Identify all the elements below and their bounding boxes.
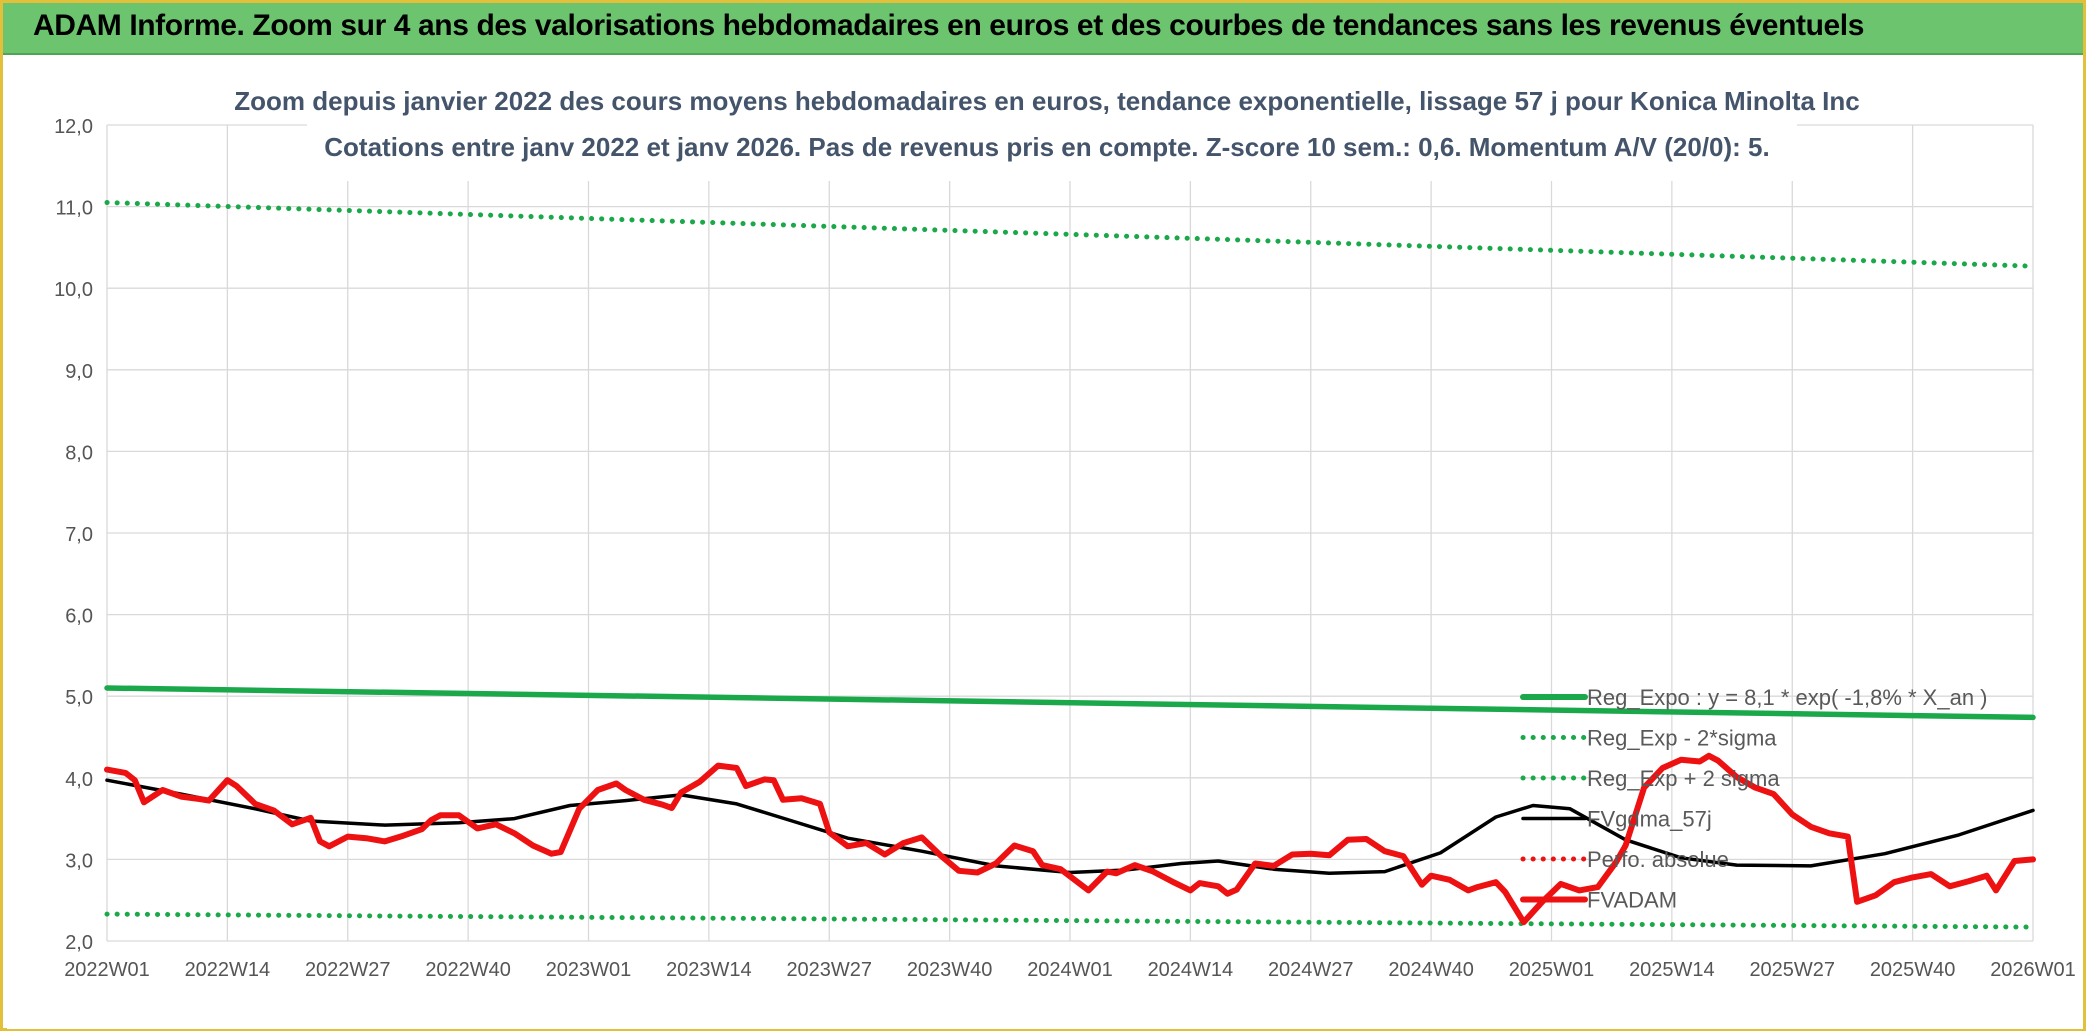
y-tick-label: 10,0 bbox=[54, 279, 93, 301]
series-line bbox=[104, 752, 2036, 926]
y-tick-label: 9,0 bbox=[65, 361, 93, 383]
x-axis-tick-labels: 2022W01 2022W14 2022W27 2022W40 2023W01 2023W… bbox=[64, 959, 2076, 981]
x-tick-label: 2022W14 bbox=[185, 959, 271, 981]
chart-series bbox=[104, 200, 2036, 930]
x-tick-label: 2023W27 bbox=[786, 959, 872, 981]
series-line bbox=[104, 200, 2036, 269]
x-tick-label: 2022W27 bbox=[305, 959, 391, 981]
x-tick-label: 2026W01 bbox=[1990, 959, 2076, 981]
series-line bbox=[104, 685, 2036, 721]
legend-label: Reg_Exp + 2 sigma bbox=[1587, 766, 1780, 791]
x-tick-label: 2025W40 bbox=[1870, 959, 1956, 981]
price-trend-chart: 2,0 3,0 4,0 5,0 6,0 7,0 8,0 9,0 10,0 11,0 12,0 202… bbox=[7, 59, 2083, 1029]
chart-title-line2: Cotations entre janv 2022 et janv 2026. … bbox=[324, 132, 1769, 162]
series-line bbox=[104, 911, 2036, 930]
y-tick-label: 2,0 bbox=[65, 932, 93, 954]
report-title: ADAM Informe. Zoom sur 4 ans des valoris… bbox=[33, 9, 1865, 42]
chart-legend: Reg_Expo : y = 8,1 * exp( -1,8% * X_an )… bbox=[1520, 685, 1988, 913]
x-tick-label: 2024W40 bbox=[1388, 959, 1474, 981]
legend-label: Reg_Expo : y = 8,1 * exp( -1,8% * X_an ) bbox=[1587, 685, 1988, 710]
title-background bbox=[307, 77, 1797, 181]
y-tick-label: 3,0 bbox=[65, 850, 93, 872]
x-tick-label: 2024W27 bbox=[1268, 959, 1354, 981]
x-tick-label: 2025W14 bbox=[1629, 959, 1715, 981]
x-tick-label: 2022W01 bbox=[64, 959, 150, 981]
plot-background bbox=[7, 59, 2083, 1029]
y-tick-label: 8,0 bbox=[65, 442, 93, 464]
x-tick-label: 2025W01 bbox=[1509, 959, 1595, 981]
x-tick-label: 2025W27 bbox=[1749, 959, 1835, 981]
chart-title-line1: Zoom depuis janvier 2022 des cours moyen… bbox=[234, 86, 1859, 116]
y-tick-label: 4,0 bbox=[65, 769, 93, 791]
legend-label: FVADAM bbox=[1587, 888, 1677, 913]
y-tick-label: 7,0 bbox=[65, 524, 93, 546]
y-axis-tick-labels: 2,0 3,0 4,0 5,0 6,0 7,0 8,0 9,0 10,0 11,0 12,0 bbox=[54, 116, 93, 954]
x-tick-label: 2023W01 bbox=[546, 959, 632, 981]
y-tick-label: 11,0 bbox=[56, 198, 93, 220]
x-tick-label: 2024W14 bbox=[1148, 959, 1234, 981]
x-tick-label: 2022W40 bbox=[425, 959, 511, 981]
chart-area: 2,0 3,0 4,0 5,0 6,0 7,0 8,0 9,0 10,0 11,0 12,0 202… bbox=[7, 59, 2083, 1029]
x-tick-label: 2024W01 bbox=[1027, 959, 1113, 981]
legend-label: Perfo. absolue bbox=[1587, 847, 1729, 872]
legend-label: FVgdma_57j bbox=[1587, 807, 1712, 832]
y-tick-label: 5,0 bbox=[65, 687, 93, 709]
report-banner: ADAM Informe. Zoom sur 4 ans des valoris… bbox=[3, 3, 2083, 55]
x-tick-label: 2023W40 bbox=[907, 959, 993, 981]
x-tick-label: 2023W14 bbox=[666, 959, 752, 981]
y-tick-label: 12,0 bbox=[54, 116, 93, 138]
legend-label: Reg_Exp - 2*sigma bbox=[1587, 726, 1777, 751]
y-tick-label: 6,0 bbox=[65, 606, 93, 628]
